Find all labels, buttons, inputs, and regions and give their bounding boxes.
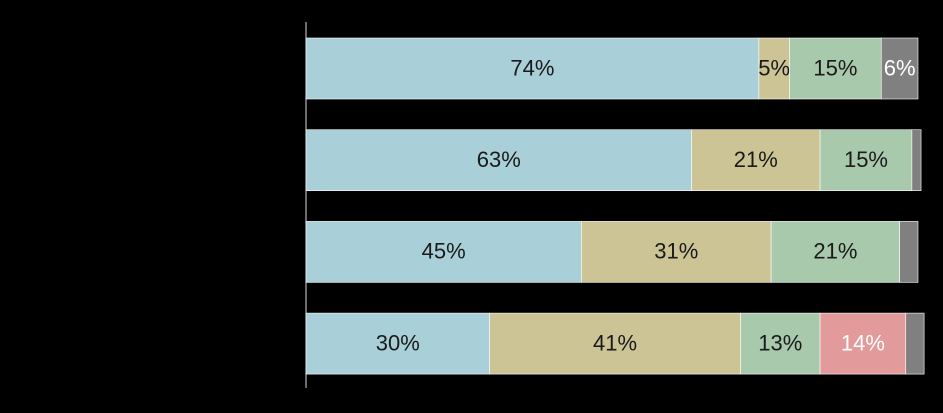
bar-segment [911,129,922,191]
data-label: 74% [510,55,554,80]
bar-segment [305,312,490,375]
bar-segment [819,129,913,191]
bar-segment [819,312,907,375]
bar-segment [489,312,741,375]
data-label: 21% [813,239,857,264]
data-label: 31% [654,239,698,264]
bar-segment [905,312,925,375]
data-label: 14% [841,330,885,355]
data-label: 21% [734,147,778,172]
data-label: 15% [813,55,857,80]
data-label: 45% [422,239,466,264]
bar-segment [789,37,882,100]
bar-segment [581,221,772,283]
data-label: 13% [758,330,802,355]
bar-segment [770,221,900,283]
data-label: 6% [884,55,916,80]
bar-segment [691,129,821,191]
data-label: 30% [376,330,420,355]
bar-segment [305,129,692,191]
bar-segment [880,37,919,100]
data-label: 15% [844,147,888,172]
data-label: 63% [477,147,521,172]
data-label: 41% [593,330,637,355]
data-label: 5% [758,55,790,80]
bar-segment [899,221,919,283]
bar-segment [305,37,760,100]
bar-segment [740,312,821,375]
bar-segment [758,37,790,100]
